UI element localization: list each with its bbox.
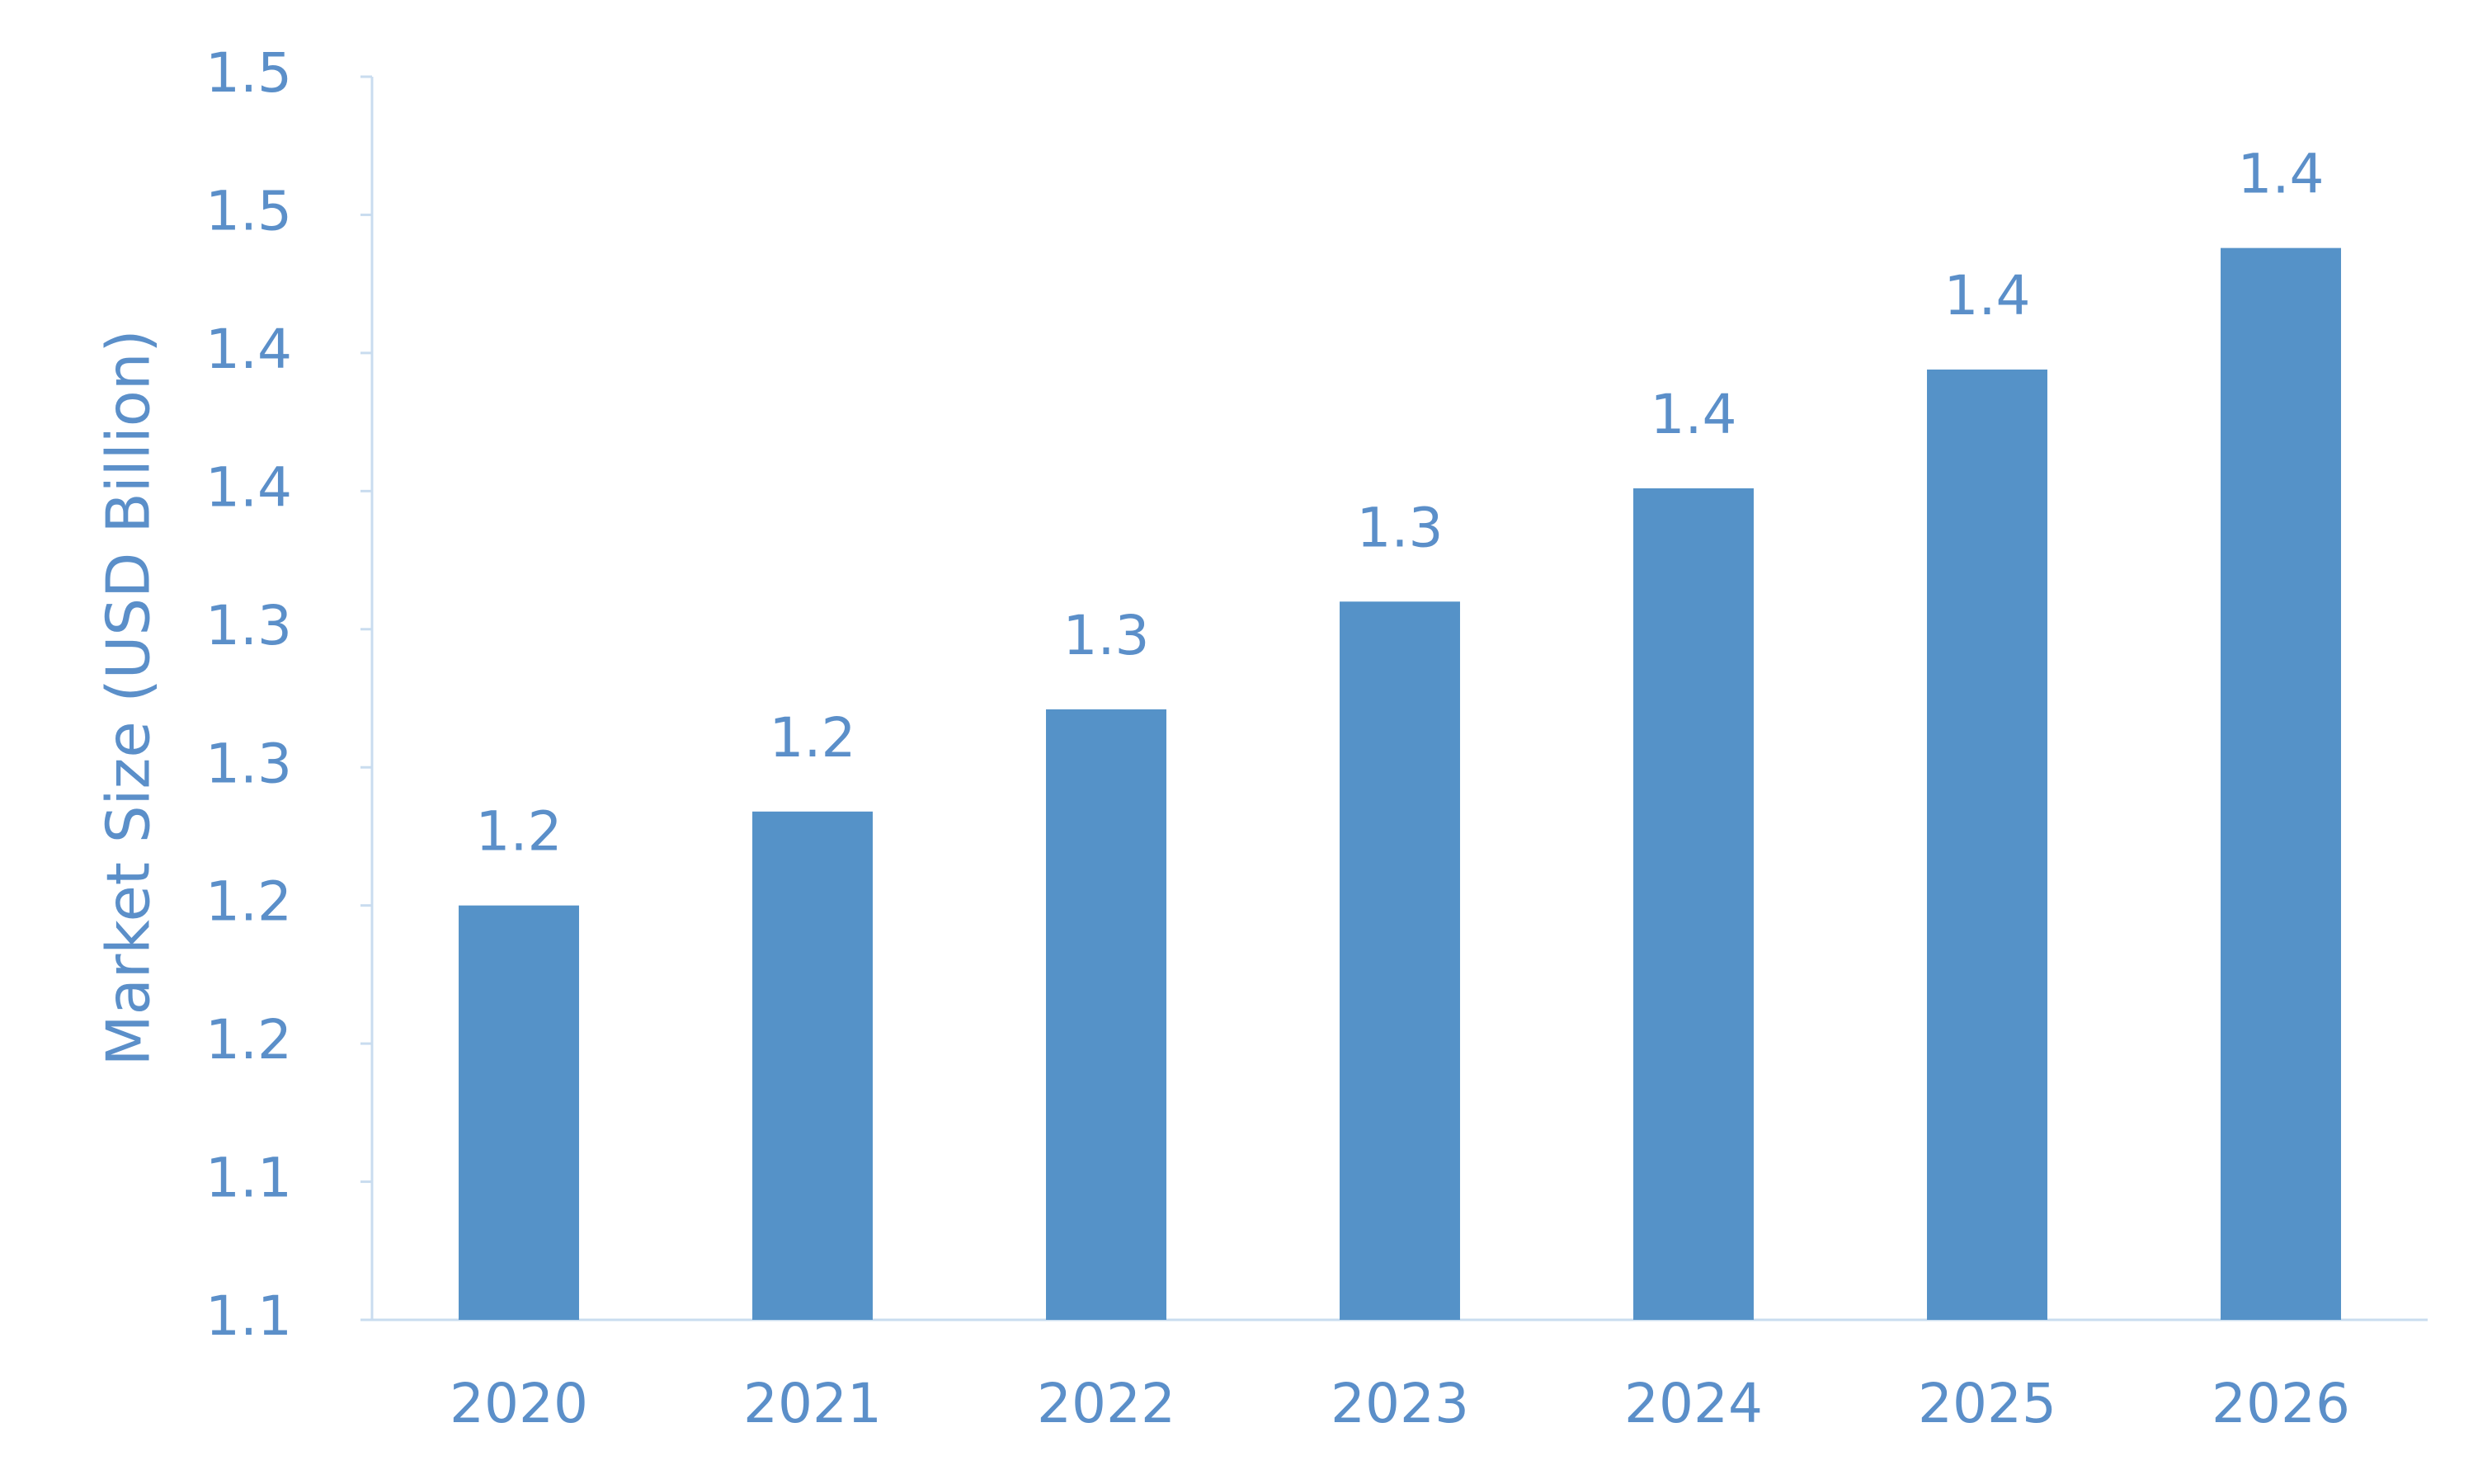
- bar: [1340, 601, 1460, 1320]
- value-label: 1.3: [1063, 604, 1150, 667]
- bar: [2221, 247, 2341, 1320]
- bar: [459, 905, 579, 1320]
- y-tick-label: 1.3: [205, 594, 292, 657]
- y-tick-label: 1.2: [205, 870, 292, 934]
- y-tick-label: 1.3: [205, 732, 292, 795]
- x-tick-label: 2020: [450, 1372, 588, 1435]
- y-axis-title: Market Size (USD Billion): [94, 329, 163, 1066]
- y-tick-label: 1.5: [205, 180, 292, 243]
- bar: [1927, 369, 2047, 1321]
- y-tick-label: 1.1: [205, 1284, 292, 1348]
- value-label: 1.4: [1651, 383, 1737, 446]
- value-label: 1.4: [2238, 143, 2325, 206]
- value-label: 1.2: [476, 800, 563, 864]
- y-tick-label: 1.4: [205, 318, 292, 381]
- y-tick-label: 1.1: [205, 1147, 292, 1210]
- bar: [752, 811, 873, 1320]
- x-tick-label: 2025: [1918, 1372, 2056, 1435]
- bar: [1046, 709, 1166, 1320]
- bar: [1633, 488, 1754, 1320]
- value-label: 1.3: [1357, 496, 1444, 559]
- x-tick-label: 2024: [1624, 1372, 1763, 1435]
- x-tick-label: 2022: [1037, 1372, 1175, 1435]
- x-tick-label: 2021: [743, 1372, 882, 1435]
- x-tick-label: 2023: [1331, 1372, 1469, 1435]
- value-label: 1.2: [770, 706, 856, 770]
- y-tick-label: 1.2: [205, 1008, 292, 1072]
- value-label: 1.4: [1944, 264, 2031, 327]
- x-tick-label: 2026: [2212, 1372, 2350, 1435]
- y-tick-label: 1.5: [205, 41, 292, 105]
- y-tick-label: 1.4: [205, 455, 292, 519]
